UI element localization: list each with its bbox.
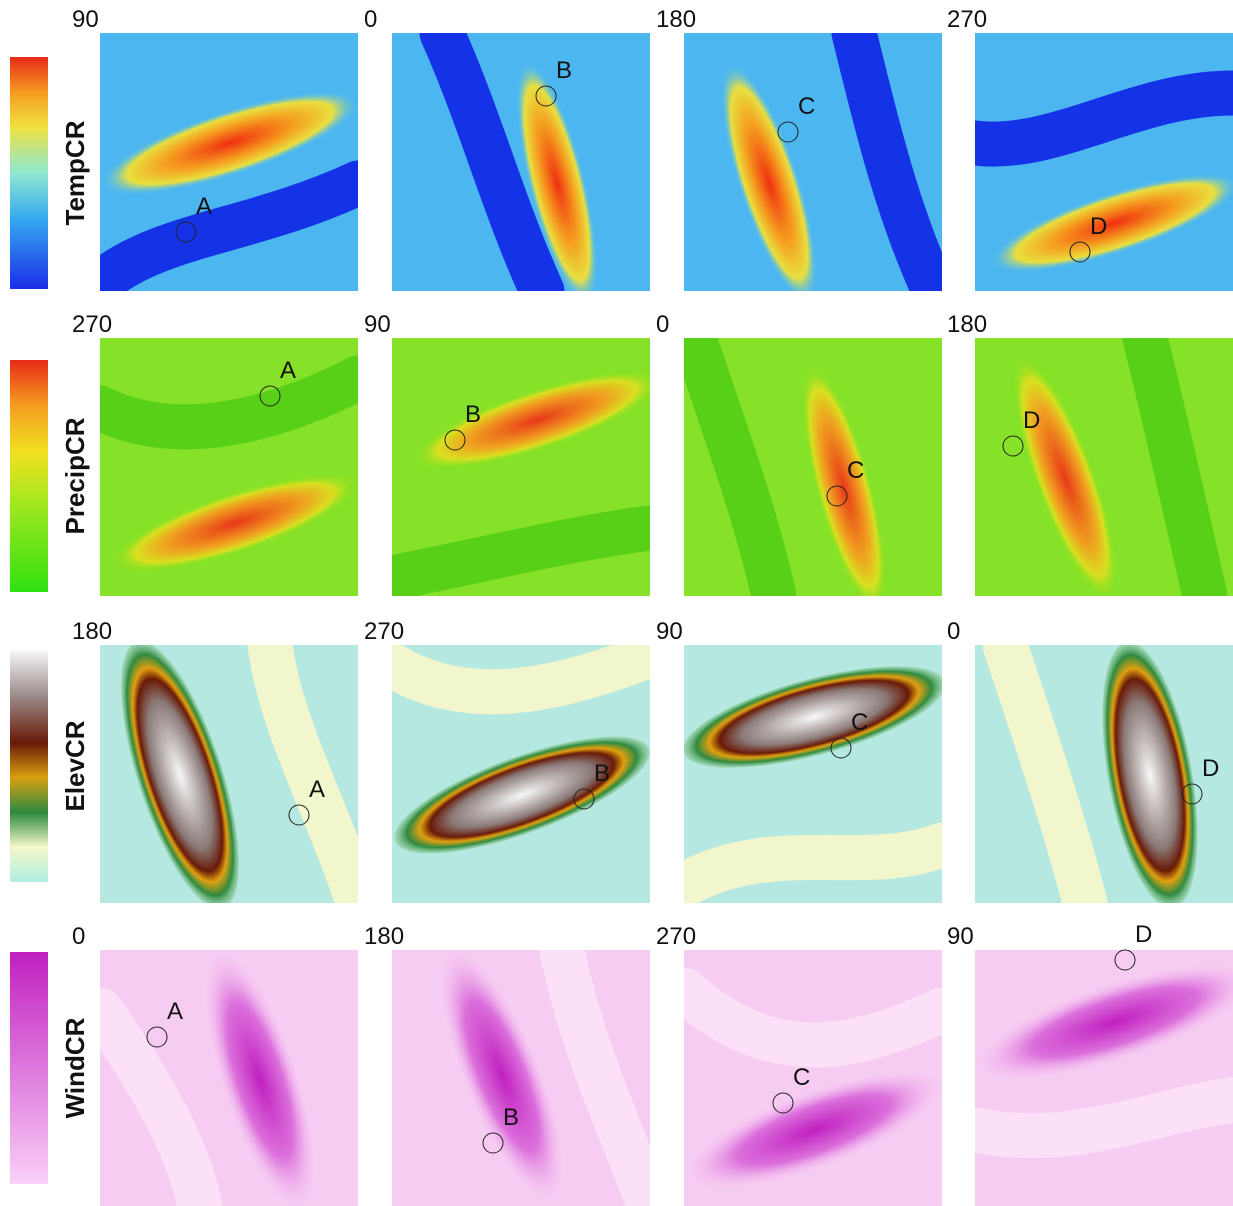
angle-label: 90 (72, 6, 99, 33)
angle-label: 270 (72, 311, 112, 338)
panel-content (975, 33, 1233, 292)
angle-label: 0 (72, 923, 85, 950)
panel-content (674, 645, 954, 903)
heatmap-panel (674, 950, 954, 1206)
heatmap-panel (684, 33, 942, 311)
panel-content (100, 338, 368, 596)
site-label: D (1202, 755, 1219, 782)
angle-label: 90 (947, 923, 974, 950)
heatmap-panel (97, 629, 358, 921)
angle-label: 0 (656, 311, 669, 338)
angle-label: 0 (947, 618, 960, 645)
row-label: WindCR (60, 1017, 90, 1118)
angle-label: 180 (72, 618, 112, 645)
site-label: B (556, 57, 572, 84)
site-label: A (196, 193, 212, 220)
site-label: A (280, 357, 296, 384)
panel-content (382, 645, 662, 903)
heatmap-panel (674, 645, 954, 903)
angle-label: 270 (947, 6, 987, 33)
panel-content (392, 33, 650, 311)
site-label: C (851, 709, 868, 736)
angle-label: 180 (364, 923, 404, 950)
heatmap-panel (965, 941, 1233, 1206)
heatmap-panel (975, 635, 1233, 915)
site-label: A (309, 776, 325, 803)
angle-label: 270 (364, 618, 404, 645)
panel-content (92, 33, 369, 291)
heatmap-panel (392, 936, 650, 1206)
site-label: C (847, 457, 864, 484)
site-label: A (167, 998, 183, 1025)
heatmap-panel (100, 338, 368, 596)
angle-label: 0 (364, 6, 377, 33)
site-label: B (594, 760, 610, 787)
site-label: C (798, 93, 815, 120)
figure: TempCR 90 A 0 B 180 C 270 D PrecipCR 270 A 90 B 0 C 180 D… (0, 0, 1233, 1206)
angle-label: 180 (947, 311, 987, 338)
site-label: B (503, 1104, 519, 1131)
heatmap-panel (975, 33, 1233, 292)
panel-content (392, 338, 670, 596)
colorbar (10, 650, 48, 882)
heatmap-panel (92, 33, 369, 291)
angle-label: 270 (656, 923, 696, 950)
panel-content (100, 940, 358, 1206)
row-label: PrecipCR (60, 417, 90, 534)
heatmap-panel (100, 940, 358, 1206)
heatmap-panel (975, 338, 1233, 610)
site-label: D (1023, 407, 1040, 434)
panel-content (392, 936, 650, 1206)
panel-content (975, 338, 1233, 610)
site-label: C (793, 1064, 810, 1091)
angle-label: 90 (364, 311, 391, 338)
heatmap-panel (684, 338, 942, 619)
heatmap-panel (392, 338, 670, 596)
panel-content (684, 338, 942, 619)
panel-content (674, 950, 954, 1206)
heatmap-panel (382, 645, 662, 903)
angle-label: 90 (656, 618, 683, 645)
colorbar (10, 360, 48, 592)
heatmap-panel (392, 33, 650, 311)
site-label: D (1135, 921, 1152, 948)
site-label: D (1090, 213, 1107, 240)
angle-label: 180 (656, 6, 696, 33)
row-label: TempCR (60, 120, 90, 225)
panel-content (97, 629, 358, 921)
panel-content (975, 635, 1233, 915)
colorbar (10, 952, 48, 1184)
row-label: ElevCR (60, 720, 90, 811)
panel-content (965, 941, 1233, 1206)
site-label: B (465, 401, 481, 428)
panel-content (684, 33, 942, 311)
colorbar (10, 57, 48, 289)
